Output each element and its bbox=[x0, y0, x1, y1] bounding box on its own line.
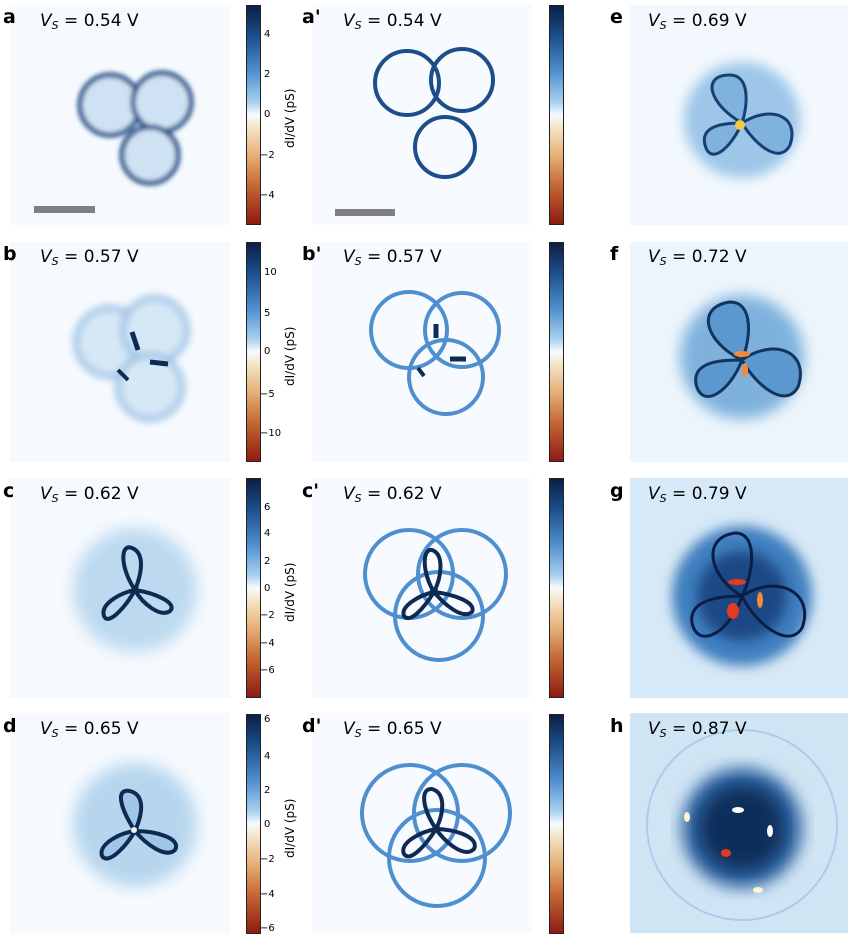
stm-image-f bbox=[630, 242, 848, 462]
colorbar-row2 bbox=[246, 242, 261, 462]
cbar2-tick: −10 bbox=[260, 428, 282, 439]
voltage-label-f: VS = 0.72 V bbox=[648, 247, 747, 269]
panel-label-b: b bbox=[3, 243, 17, 265]
cbar1-tick: −4 bbox=[260, 190, 275, 201]
panel-label-a-prime: a' bbox=[302, 6, 321, 28]
panel-label-f: f bbox=[610, 243, 619, 265]
cbar4-tick: −2 bbox=[260, 854, 275, 865]
panel-label-b-prime: b' bbox=[302, 243, 322, 265]
sim-image-b-prime bbox=[312, 242, 532, 462]
voltage-label-e: VS = 0.69 V bbox=[648, 11, 747, 33]
cbar3-tick: 4 bbox=[264, 528, 271, 539]
stm-image-d bbox=[10, 713, 230, 933]
colorbar-row2-sim bbox=[549, 242, 564, 462]
cbar4-tick: 0 bbox=[264, 819, 271, 830]
voltage-label-a: VS = 0.54 V bbox=[40, 11, 139, 33]
panel-label-c-prime: c' bbox=[302, 480, 320, 502]
stm-image-e bbox=[630, 5, 848, 225]
cbar4-tick: 4 bbox=[264, 751, 271, 762]
voltage-label-b-prime: VS = 0.57 V bbox=[343, 247, 442, 269]
panel-label-d-prime: d' bbox=[302, 715, 322, 737]
colorbar-label-row4: dI/dV (pS) bbox=[283, 798, 297, 858]
stm-image-g bbox=[630, 478, 848, 698]
cbar1-tick: −2 bbox=[260, 150, 275, 161]
stm-map-g bbox=[630, 478, 848, 698]
cbar3-tick: −4 bbox=[260, 638, 275, 649]
cbar4-tick: −6 bbox=[260, 923, 275, 934]
simulated-map-a-prime bbox=[312, 5, 532, 225]
voltage-label-c: VS = 0.62 V bbox=[40, 484, 139, 506]
stm-map-d bbox=[10, 713, 230, 933]
sim-image-d-prime bbox=[312, 713, 532, 933]
sim-image-c-prime bbox=[312, 478, 532, 698]
voltage-label-h: VS = 0.87 V bbox=[648, 719, 747, 741]
stm-map-f bbox=[630, 242, 848, 462]
stm-map-e bbox=[630, 5, 848, 225]
stm-map-b bbox=[10, 242, 230, 462]
cbar3-tick: −2 bbox=[260, 610, 275, 621]
cbar2-tick: 5 bbox=[264, 308, 271, 319]
cbar4-tick: −4 bbox=[260, 889, 275, 900]
voltage-label-d: VS = 0.65 V bbox=[40, 719, 139, 741]
cbar4-tick: 2 bbox=[264, 785, 271, 796]
cbar1-tick: 2 bbox=[264, 69, 271, 80]
panel-label-a: a bbox=[3, 6, 16, 28]
simulated-map-c-prime bbox=[312, 478, 532, 698]
voltage-label-g: VS = 0.79 V bbox=[648, 484, 747, 506]
cbar2-tick: 0 bbox=[264, 346, 271, 357]
colorbar-row4 bbox=[246, 714, 261, 934]
stm-map-h bbox=[630, 713, 848, 933]
colorbar-label-row1: dI/dV (pS) bbox=[283, 88, 297, 148]
colorbar-row3 bbox=[246, 478, 261, 698]
cbar3-tick: 6 bbox=[264, 502, 271, 513]
stm-image-h bbox=[630, 713, 848, 933]
cbar3-tick: 2 bbox=[264, 556, 271, 567]
panel-label-c: c bbox=[3, 480, 15, 502]
stm-map-c bbox=[10, 478, 230, 698]
cbar3-tick: −6 bbox=[260, 665, 275, 676]
voltage-label-b: VS = 0.57 V bbox=[40, 247, 139, 269]
colorbar-label-row2: dI/dV (pS) bbox=[283, 326, 297, 386]
voltage-label-c-prime: VS = 0.62 V bbox=[343, 484, 442, 506]
colorbar-row3-sim bbox=[549, 478, 564, 698]
colorbar-row1 bbox=[246, 5, 261, 225]
cbar2-tick: 10 bbox=[264, 267, 277, 278]
panel-label-g: g bbox=[610, 480, 624, 502]
sim-image-a-prime bbox=[312, 5, 532, 225]
simulated-map-b-prime bbox=[312, 242, 532, 462]
cbar2-tick: −5 bbox=[260, 389, 275, 400]
cbar4-tick: 6 bbox=[264, 714, 271, 725]
scale-bar-a bbox=[34, 206, 95, 213]
cbar1-tick: 4 bbox=[264, 29, 271, 40]
voltage-label-d-prime: VS = 0.65 V bbox=[343, 719, 442, 741]
stm-image-b bbox=[10, 242, 230, 462]
stm-image-a bbox=[10, 5, 230, 225]
panel-label-h: h bbox=[610, 715, 624, 737]
scale-bar-a-prime bbox=[335, 209, 395, 216]
panel-label-e: e bbox=[610, 6, 623, 28]
cbar3-tick: 0 bbox=[264, 583, 271, 594]
stm-image-c bbox=[10, 478, 230, 698]
panel-label-d: d bbox=[3, 715, 17, 737]
stm-map-a bbox=[10, 5, 230, 225]
colorbar-label-row3: dI/dV (pS) bbox=[283, 562, 297, 622]
colorbar-row1-sim bbox=[549, 5, 564, 225]
simulated-map-d-prime bbox=[312, 713, 532, 933]
colorbar-row4-sim bbox=[549, 714, 564, 934]
voltage-label-a-prime: VS = 0.54 V bbox=[343, 11, 442, 33]
cbar1-tick: 0 bbox=[264, 109, 271, 120]
